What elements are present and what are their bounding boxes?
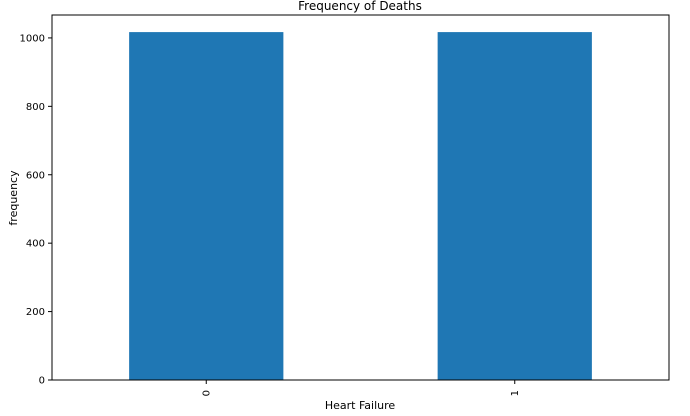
- chart-title: Frequency of Deaths: [298, 0, 422, 13]
- y-tick-label: 200: [26, 307, 45, 318]
- bar-1: [437, 32, 592, 380]
- y-tick-label: 800: [26, 102, 45, 113]
- x-axis-label: Heart Failure: [325, 399, 396, 412]
- bar-0: [129, 32, 284, 380]
- x-tick-label: 1: [510, 390, 521, 396]
- plot-area: 0 1 0 200 400 600 800 1000: [20, 14, 670, 396]
- axes-frame: [51, 14, 670, 381]
- y-axis-label: frequency: [7, 170, 20, 226]
- y-tick-label: 400: [26, 239, 45, 250]
- x-tick-label: 0: [201, 390, 212, 396]
- y-tick-label: 1000: [20, 33, 45, 44]
- y-tick-label: 600: [26, 170, 45, 181]
- y-tick-label: 0: [39, 376, 45, 387]
